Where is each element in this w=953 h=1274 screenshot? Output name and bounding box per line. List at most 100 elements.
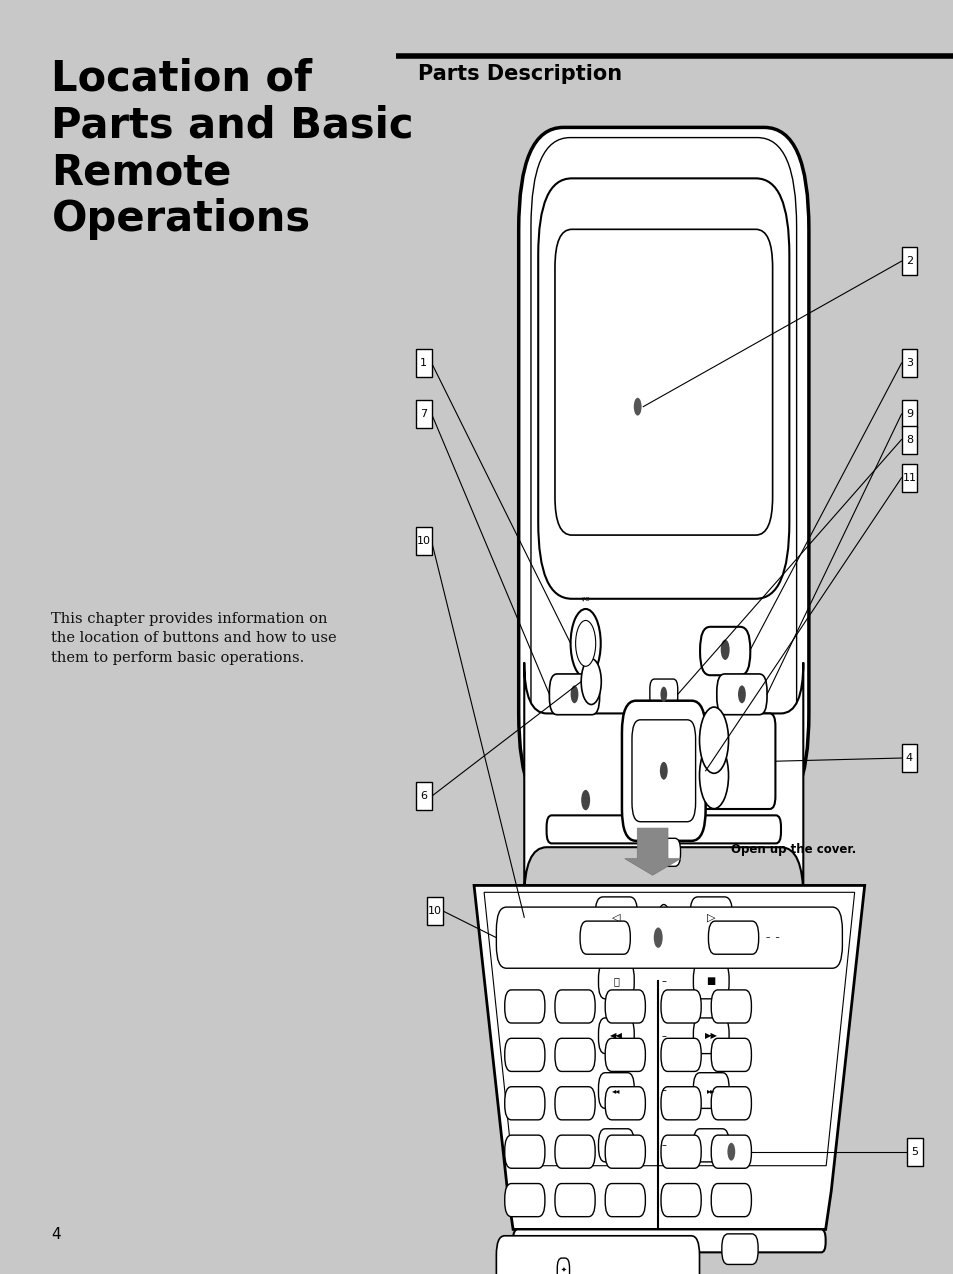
- Text: 4: 4: [51, 1227, 61, 1242]
- Text: I/O: I/O: [580, 596, 590, 601]
- Text: ▷: ▷: [706, 912, 715, 922]
- FancyBboxPatch shape: [711, 1087, 751, 1120]
- Circle shape: [726, 1143, 735, 1161]
- FancyBboxPatch shape: [711, 990, 751, 1023]
- Text: 11: 11: [902, 473, 916, 483]
- Text: 3: 3: [905, 358, 912, 368]
- Text: 10: 10: [428, 906, 441, 916]
- FancyBboxPatch shape: [901, 247, 916, 275]
- FancyBboxPatch shape: [496, 1236, 699, 1274]
- FancyBboxPatch shape: [598, 1018, 634, 1054]
- FancyBboxPatch shape: [546, 815, 781, 843]
- Text: –: –: [660, 1031, 665, 1041]
- FancyBboxPatch shape: [700, 627, 749, 675]
- Circle shape: [658, 905, 669, 930]
- Text: 2: 2: [904, 256, 912, 266]
- FancyBboxPatch shape: [504, 1038, 544, 1071]
- Text: ■: ■: [706, 976, 715, 986]
- FancyBboxPatch shape: [555, 229, 772, 535]
- FancyBboxPatch shape: [604, 1135, 644, 1168]
- Text: –: –: [660, 1085, 665, 1096]
- FancyBboxPatch shape: [901, 400, 916, 428]
- FancyBboxPatch shape: [504, 1135, 544, 1168]
- Text: 7: 7: [420, 409, 427, 419]
- FancyBboxPatch shape: [660, 990, 700, 1023]
- FancyBboxPatch shape: [604, 1184, 644, 1217]
- FancyBboxPatch shape: [598, 963, 634, 999]
- FancyBboxPatch shape: [496, 907, 841, 968]
- Text: ◀◀: ◀◀: [609, 1031, 622, 1041]
- FancyBboxPatch shape: [504, 990, 544, 1023]
- FancyBboxPatch shape: [555, 1038, 595, 1071]
- FancyBboxPatch shape: [901, 349, 916, 377]
- Text: 8: 8: [904, 434, 912, 445]
- Text: Location of
Parts and Basic
Remote
Operations: Location of Parts and Basic Remote Opera…: [51, 57, 414, 241]
- Circle shape: [580, 659, 600, 705]
- Text: 9: 9: [904, 409, 912, 419]
- FancyBboxPatch shape: [504, 1087, 544, 1120]
- FancyBboxPatch shape: [549, 674, 599, 715]
- FancyBboxPatch shape: [557, 1259, 569, 1274]
- FancyBboxPatch shape: [621, 701, 705, 841]
- FancyBboxPatch shape: [631, 720, 695, 822]
- FancyBboxPatch shape: [598, 1129, 634, 1162]
- FancyBboxPatch shape: [660, 1184, 700, 1217]
- FancyBboxPatch shape: [504, 1184, 544, 1217]
- Circle shape: [575, 620, 595, 666]
- FancyBboxPatch shape: [689, 897, 732, 938]
- FancyBboxPatch shape: [416, 527, 431, 555]
- FancyBboxPatch shape: [649, 679, 677, 707]
- FancyBboxPatch shape: [716, 674, 766, 715]
- Circle shape: [633, 397, 641, 415]
- PathPatch shape: [474, 885, 863, 1229]
- FancyBboxPatch shape: [513, 1229, 824, 1252]
- FancyBboxPatch shape: [693, 1073, 728, 1108]
- FancyBboxPatch shape: [537, 178, 788, 599]
- FancyBboxPatch shape: [708, 921, 758, 954]
- FancyBboxPatch shape: [555, 1135, 595, 1168]
- FancyBboxPatch shape: [646, 838, 679, 866]
- FancyBboxPatch shape: [652, 713, 775, 809]
- FancyBboxPatch shape: [518, 127, 808, 815]
- FancyBboxPatch shape: [901, 426, 916, 454]
- Text: 4: 4: [904, 753, 912, 763]
- Text: ✦: ✦: [559, 1266, 566, 1273]
- FancyBboxPatch shape: [660, 1087, 700, 1120]
- FancyBboxPatch shape: [721, 1233, 758, 1264]
- Circle shape: [570, 609, 600, 678]
- Circle shape: [653, 927, 662, 948]
- Circle shape: [738, 685, 745, 703]
- FancyBboxPatch shape: [416, 400, 431, 428]
- Circle shape: [699, 707, 728, 773]
- Circle shape: [580, 790, 590, 810]
- FancyBboxPatch shape: [604, 990, 644, 1023]
- Text: ◂◂: ◂◂: [612, 1085, 620, 1096]
- FancyBboxPatch shape: [693, 1129, 728, 1162]
- Text: ◁: ◁: [612, 912, 620, 922]
- Text: –: –: [660, 1140, 665, 1150]
- FancyBboxPatch shape: [531, 138, 796, 805]
- FancyBboxPatch shape: [555, 990, 595, 1023]
- FancyBboxPatch shape: [595, 897, 637, 938]
- Text: ⏸: ⏸: [613, 976, 618, 986]
- Text: 5: 5: [910, 1147, 918, 1157]
- FancyBboxPatch shape: [555, 1184, 595, 1217]
- FancyBboxPatch shape: [416, 782, 431, 810]
- FancyBboxPatch shape: [598, 1073, 634, 1108]
- FancyBboxPatch shape: [693, 963, 728, 999]
- FancyBboxPatch shape: [901, 464, 916, 492]
- FancyBboxPatch shape: [604, 1038, 644, 1071]
- Circle shape: [659, 687, 666, 702]
- FancyBboxPatch shape: [906, 1138, 922, 1166]
- FancyBboxPatch shape: [427, 897, 442, 925]
- FancyBboxPatch shape: [524, 662, 802, 898]
- Circle shape: [699, 743, 728, 809]
- Text: 6: 6: [420, 791, 427, 801]
- Text: Parts Description: Parts Description: [417, 64, 621, 84]
- FancyBboxPatch shape: [660, 1135, 700, 1168]
- FancyBboxPatch shape: [901, 744, 916, 772]
- Text: Open up the cover.: Open up the cover.: [730, 843, 855, 856]
- FancyBboxPatch shape: [555, 1087, 595, 1120]
- FancyBboxPatch shape: [711, 1135, 751, 1168]
- FancyArrow shape: [624, 828, 679, 875]
